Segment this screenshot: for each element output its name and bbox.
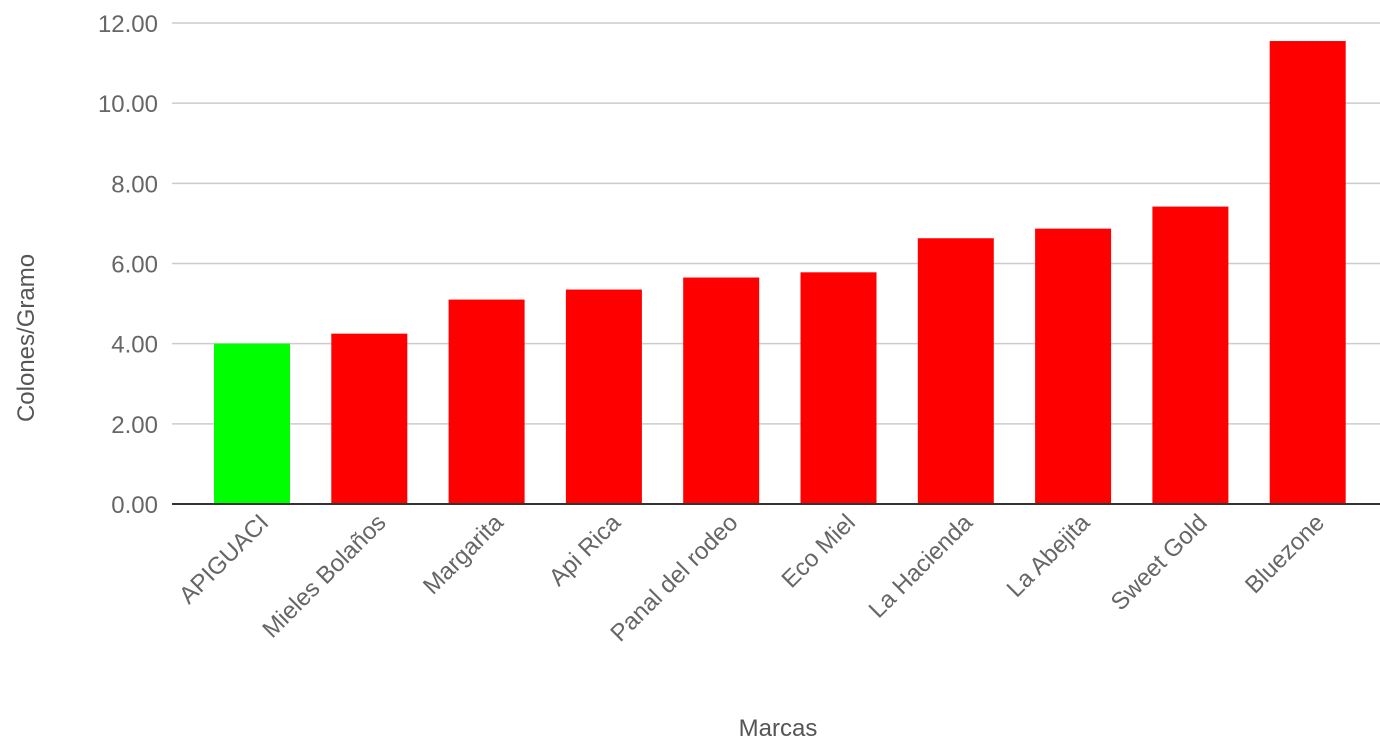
bar bbox=[1035, 228, 1112, 504]
y-tick-label: 2.00 bbox=[111, 412, 158, 439]
y-tick-label: 10.00 bbox=[98, 91, 158, 118]
x-tick-label: Margarita bbox=[418, 509, 509, 600]
y-axis-title: Colones/Gramo bbox=[13, 254, 40, 422]
x-tick-label: APIGUACI bbox=[174, 509, 274, 609]
y-tick-label: 4.00 bbox=[111, 332, 158, 359]
bar bbox=[1152, 206, 1229, 504]
x-tick-label: La Hacienda bbox=[864, 509, 979, 624]
x-tick-label: Sweet Gold bbox=[1106, 509, 1213, 616]
bar bbox=[448, 299, 525, 504]
bar bbox=[214, 343, 290, 504]
bar bbox=[683, 277, 760, 504]
y-axis-ticks: 0.00 2.00 4.00 6.00 8.00 10.00 12.00 bbox=[98, 11, 158, 519]
y-tick-label: 8.00 bbox=[111, 171, 158, 198]
bars bbox=[214, 41, 1346, 504]
y-tick-label: 12.00 bbox=[98, 11, 158, 38]
bar bbox=[800, 272, 877, 504]
x-axis-title: Marcas bbox=[739, 715, 818, 742]
bar bbox=[1269, 41, 1346, 504]
x-tick-label: Mieles Bolaños bbox=[257, 509, 391, 643]
x-tick-label: La Abejita bbox=[1002, 509, 1096, 603]
bar bbox=[331, 333, 408, 504]
y-tick-label: 6.00 bbox=[111, 252, 158, 279]
x-tick-label: Bluezone bbox=[1240, 509, 1330, 599]
x-tick-label: Eco Miel bbox=[777, 509, 861, 593]
x-tick-label: Panal del rodeo bbox=[605, 509, 743, 647]
bar bbox=[565, 289, 642, 504]
bar bbox=[917, 238, 994, 504]
y-tick-label: 0.00 bbox=[111, 492, 158, 519]
x-tick-label: Api Rica bbox=[544, 509, 627, 592]
